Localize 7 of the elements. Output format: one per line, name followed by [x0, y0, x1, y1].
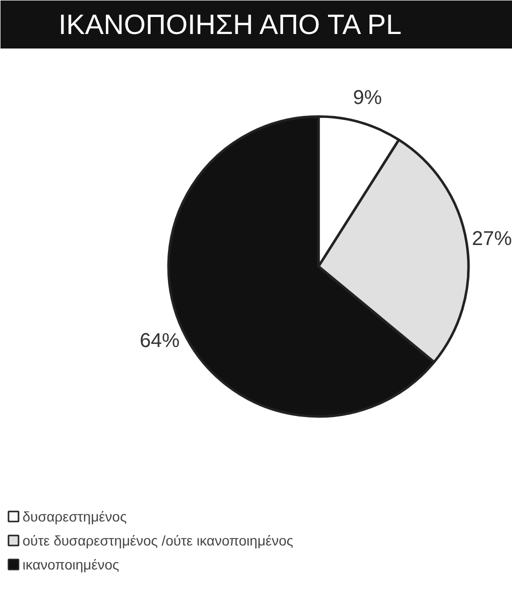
legend-label: ικανοποιημένος: [22, 556, 120, 572]
data-label: 64%: [140, 330, 180, 352]
legend-label: ούτε δυσαρεστημένος /ούτε ικανοποιημένος: [22, 532, 294, 548]
legend-label: δυσαρεστημένος: [22, 508, 127, 524]
data-label: 27%: [472, 228, 512, 250]
chart-title: ΙΚΑΝΟΠΟΙΗΣΗ ΑΠΟ ΤΑ PL: [58, 9, 402, 40]
data-label: 9%: [353, 86, 382, 109]
